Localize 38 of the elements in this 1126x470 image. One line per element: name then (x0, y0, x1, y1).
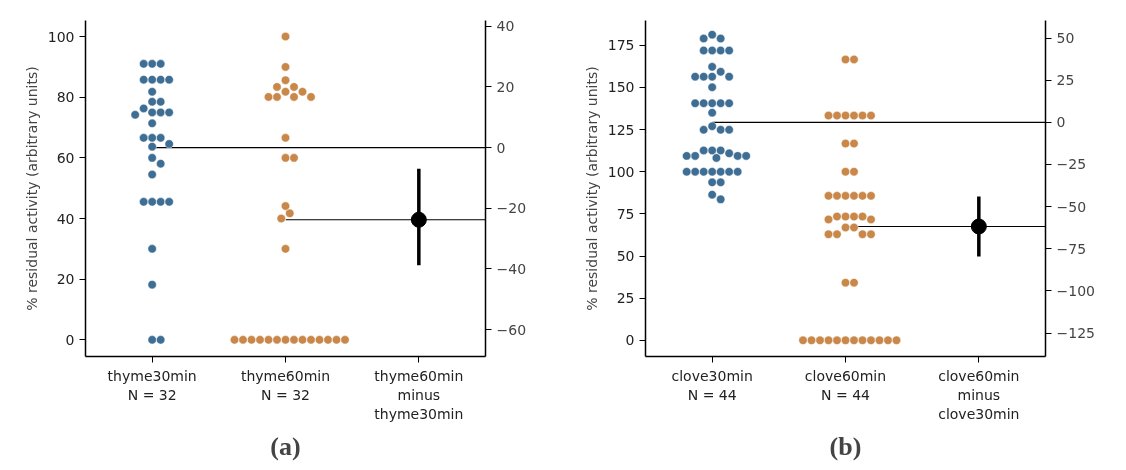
y2-tick-label: −60 (496, 321, 527, 338)
text: (b) (829, 431, 862, 461)
y-tick-label: 125 (607, 121, 635, 138)
y-tick-label: 25 (616, 290, 635, 307)
y-tick-label: 80 (56, 89, 75, 106)
y2-tick-label: −40 (496, 260, 527, 277)
y2-tick-label: −75 (1056, 240, 1087, 257)
y-tick-label: 20 (56, 271, 75, 288)
y-axis-title: % residual activity (arbitrary units) (583, 66, 600, 311)
x-tick-label: thyme30min N = 32 (107, 367, 197, 403)
y-tick-label: 40 (56, 210, 75, 227)
y2-tick-label: 25 (1056, 72, 1075, 89)
y2-tick-label: −125 (1056, 325, 1095, 342)
x-tick-label: thyme60min minus thyme30min (374, 367, 464, 422)
x-tick-label: clove30min N = 44 (671, 367, 753, 403)
y2-tick-label: −25 (1056, 156, 1087, 173)
y-tick-label: 100 (47, 28, 75, 45)
y2-tick-label: −50 (1056, 198, 1087, 215)
y2-tick-label: 40 (496, 18, 515, 35)
y-tick-label: 50 (616, 248, 635, 265)
y-tick-label: 100 (607, 163, 635, 180)
text: (a) (270, 431, 301, 461)
y2-tick-label: 0 (496, 139, 506, 156)
y-tick-label: 0 (625, 332, 635, 349)
x-tick-label: thyme60min N = 32 (240, 367, 331, 403)
y2-tick-label: −100 (1056, 282, 1095, 299)
y-tick-label: 0 (65, 331, 75, 348)
x-tick-label: clove60min minus clove30min (938, 367, 1020, 422)
y-tick-label: 60 (56, 149, 75, 166)
y-tick-label: 175 (607, 37, 635, 54)
y2-tick-label: 50 (1056, 30, 1075, 47)
x-tick-label: clove60min N = 44 (804, 367, 887, 403)
y-axis-title: % residual activity (arbitrary units) (23, 66, 40, 311)
y2-tick-label: 0 (1056, 114, 1066, 131)
y-tick-label: 150 (607, 79, 635, 96)
y2-tick-label: 20 (496, 78, 515, 95)
y2-tick-label: −20 (496, 200, 527, 217)
y-tick-label: 75 (616, 205, 635, 222)
